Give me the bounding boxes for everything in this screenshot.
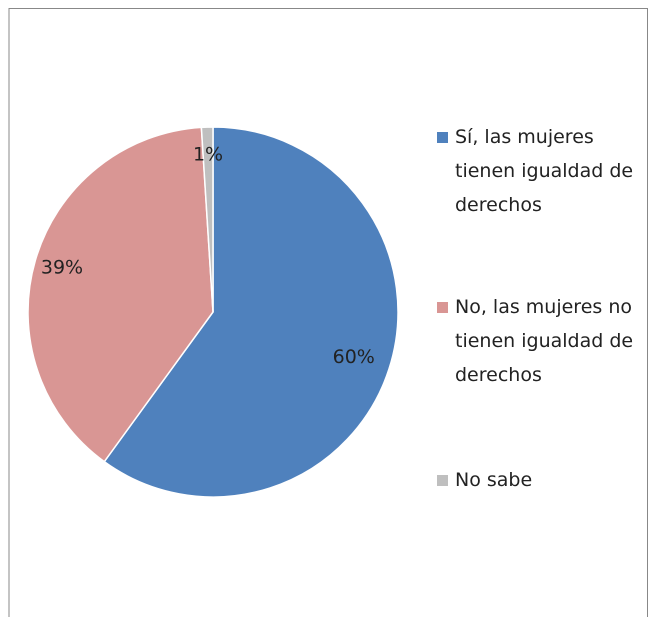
pie-slice	[200, 126, 214, 313]
legend-swatch	[437, 302, 448, 313]
data-label: 60%	[333, 346, 375, 368]
pie-slice	[27, 126, 214, 463]
data-label: 39%	[41, 257, 83, 279]
legend-item: No, las mujeres no tienen igualdad de de…	[437, 290, 637, 392]
data-label: 1%	[193, 143, 223, 165]
legend-label: Sí, las mujeres tienen igualdad de derec…	[455, 126, 634, 216]
legend-label: No sabe	[455, 469, 533, 491]
chart-border	[8, 8, 648, 617]
legend-swatch	[437, 475, 448, 486]
legend-item: Sí, las mujeres tienen igualdad de derec…	[437, 120, 637, 222]
legend-label: No, las mujeres no tienen igualdad de de…	[455, 296, 634, 386]
legend-item: No sabe	[437, 463, 637, 497]
legend-swatch	[437, 132, 448, 143]
pie-slice	[103, 126, 399, 498]
